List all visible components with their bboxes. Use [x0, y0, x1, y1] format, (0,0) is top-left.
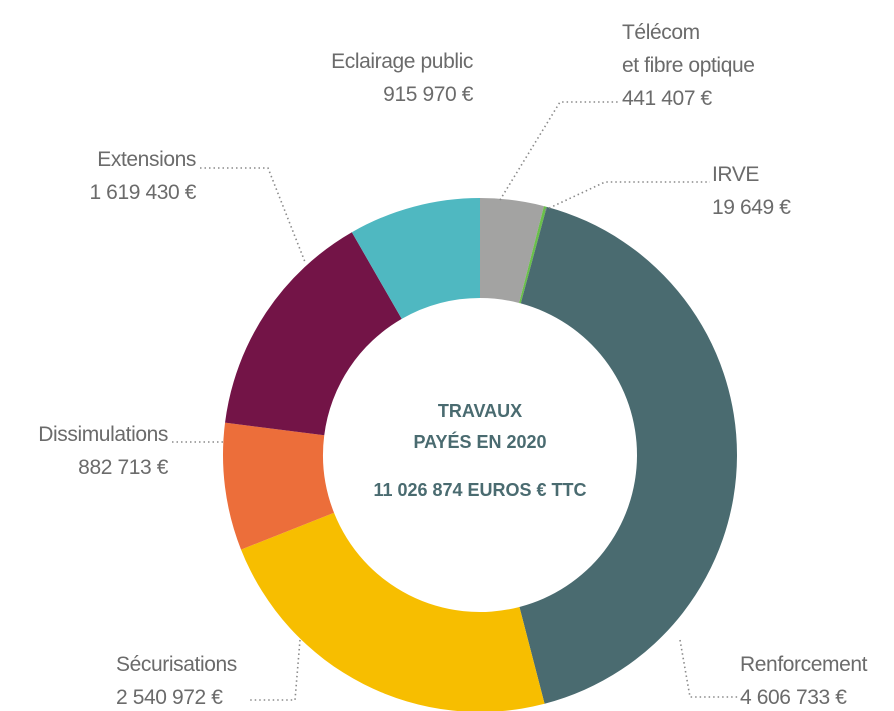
segment-label: Extensions 1 619 430 €: [89, 143, 196, 209]
category-label: Télécom et fibre optique: [622, 21, 755, 77]
value-label: 19 649 €: [712, 196, 791, 219]
leader-line: [499, 101, 620, 201]
value-label: 882 713 €: [78, 456, 168, 479]
segment-label: Sécurisations 2 540 972 €: [116, 648, 237, 711]
segment-label: Dissimulations 882 713 €: [38, 418, 168, 484]
segment-label: IRVE 19 649 €: [712, 158, 791, 224]
leader-line: [679, 639, 738, 698]
leader-line: [544, 181, 710, 211]
category-label: Renforcement: [740, 653, 868, 676]
donut-segment: [241, 512, 545, 711]
donut-segment: [480, 198, 544, 303]
segment-label: Renforcement 4 606 733 €: [740, 648, 868, 711]
value-label: 915 970 €: [383, 83, 473, 106]
segment-label: Télécom et fibre optique 441 407 €: [622, 16, 755, 115]
donut-segment: [223, 422, 335, 550]
donut-segment: [351, 198, 480, 319]
category-label: IRVE: [712, 163, 760, 186]
total-label: 11 026 874 EUROS € TTC: [373, 480, 587, 500]
donut-segment: [519, 206, 547, 304]
segment-label: Eclairage public 915 970 €: [331, 45, 473, 111]
donut-segment: [225, 232, 402, 436]
category-label: Sécurisations: [116, 653, 237, 676]
donut-segment: [519, 206, 737, 704]
category-label: Extensions: [97, 148, 196, 171]
leader-line: [248, 639, 301, 701]
category-label: Dissimulations: [38, 423, 168, 446]
leader-line: [200, 167, 306, 263]
center-title: TRAVAUX PAYÉS EN 2020: [413, 401, 547, 452]
category-label: Eclairage public: [331, 50, 473, 73]
value-label: 1 619 430 €: [89, 181, 196, 204]
value-label: 4 606 733 €: [740, 686, 847, 709]
value-label: 441 407 €: [622, 87, 712, 110]
value-label: 2 540 972 €: [116, 686, 223, 709]
